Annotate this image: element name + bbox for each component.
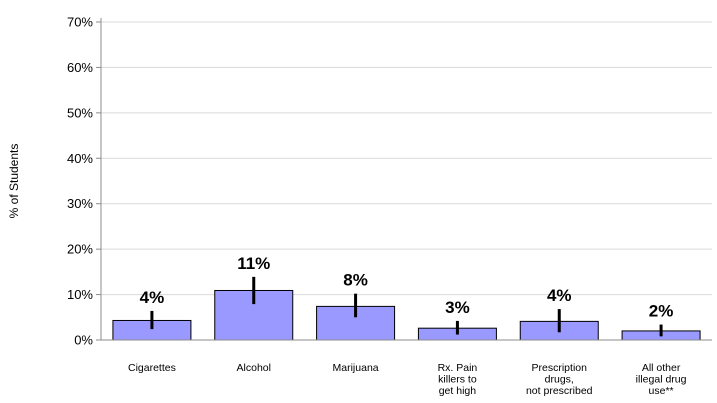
data-label: 11% bbox=[237, 254, 270, 273]
category-label: drugs, bbox=[545, 374, 574, 386]
error-bars bbox=[150, 276, 663, 337]
y-tick-label: 20% bbox=[67, 242, 93, 257]
y-tick-label: 60% bbox=[67, 60, 93, 75]
category-label: All other bbox=[642, 362, 681, 374]
x-axis-categories: Cigarettes Alcohol Marijuana Rx. Painkiller… bbox=[128, 362, 687, 397]
data-label: 4% bbox=[140, 288, 165, 307]
data-label: 4% bbox=[547, 286, 572, 305]
y-axis-ticks: 0% 10% 20% 30% 40% 50% 60% 70% bbox=[67, 15, 101, 348]
data-labels: 4% 11% 8% 3% 4% 2% bbox=[140, 254, 674, 321]
y-tick-label: 40% bbox=[67, 151, 93, 166]
y-axis-title: % of Students bbox=[7, 144, 21, 219]
category-label: illegal drug bbox=[636, 374, 687, 386]
category-label: Cigarettes bbox=[128, 362, 176, 374]
category-label: get high bbox=[439, 385, 477, 397]
category-label: Rx. Pain bbox=[438, 362, 478, 374]
bars bbox=[112, 289, 701, 341]
data-label: 3% bbox=[445, 298, 470, 317]
y-tick-label: 30% bbox=[67, 196, 93, 211]
gridlines bbox=[101, 21, 712, 296]
y-tick-label: 50% bbox=[67, 105, 93, 120]
category-label: Alcohol bbox=[237, 362, 271, 374]
category-label: use** bbox=[649, 385, 674, 397]
y-tick-label: 70% bbox=[67, 15, 93, 30]
data-label: 8% bbox=[343, 271, 368, 290]
category-label: killers to bbox=[438, 374, 477, 386]
y-tick-label: 0% bbox=[74, 333, 93, 348]
category-label: Prescription bbox=[532, 362, 588, 374]
data-label: 2% bbox=[649, 302, 674, 321]
category-label: not prescribed bbox=[526, 385, 593, 397]
category-label: Marijuana bbox=[333, 362, 379, 374]
y-tick-label: 10% bbox=[67, 287, 93, 302]
